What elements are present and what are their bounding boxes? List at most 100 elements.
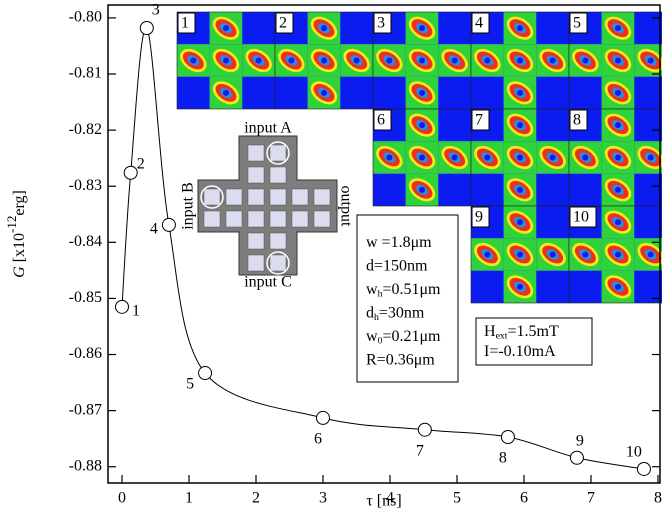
vortex-core — [615, 155, 621, 161]
element-square — [270, 233, 286, 249]
vortex-core — [256, 58, 262, 64]
y-tick-label: -0.83 — [69, 177, 102, 194]
vortex-core — [386, 155, 392, 161]
vortex-core — [419, 187, 425, 193]
data-point — [199, 367, 212, 380]
y-tick-label: -0.85 — [69, 289, 102, 306]
device-label: output — [337, 186, 354, 227]
vortex-core — [419, 58, 425, 64]
vortex-core — [223, 58, 229, 64]
panel-cell — [569, 271, 602, 303]
panel-cell — [569, 77, 602, 109]
data-point — [124, 166, 137, 179]
point-label: 5 — [186, 376, 194, 393]
vortex-core — [484, 252, 490, 258]
vortex-core — [321, 90, 327, 96]
vortex-core — [517, 155, 523, 161]
point-label: 4 — [150, 221, 158, 238]
panel-cell — [471, 77, 504, 109]
panel-cell — [340, 77, 373, 109]
panel-label: 9 — [475, 209, 483, 226]
chart: 12345678910 input Ainput Binput Coutput … — [0, 0, 662, 512]
vortex-core — [615, 219, 621, 225]
vortex-core — [484, 58, 490, 64]
text-part: =0.51μm — [382, 281, 441, 298]
vortex-core — [517, 58, 523, 64]
y-tick-label: -0.80 — [69, 9, 102, 26]
vortex-core — [582, 252, 588, 258]
vortex-core — [582, 58, 588, 64]
x-tick-label: 1 — [185, 490, 193, 507]
rich-text: I=-0.10mA — [484, 343, 556, 360]
panel-cell — [438, 174, 471, 206]
rich-text: Hext​=1.5mT — [484, 323, 559, 342]
panel-label: 5 — [573, 15, 581, 32]
vortex-core — [288, 58, 294, 64]
point-label: 6 — [314, 431, 322, 448]
y-tick-label: -0.84 — [69, 233, 102, 250]
vortex-core — [354, 58, 360, 64]
text-part: =1.5mT — [507, 323, 558, 340]
vortex-core — [550, 252, 556, 258]
element-square — [314, 189, 330, 205]
data-point — [570, 451, 583, 464]
text-part: G — [11, 266, 28, 278]
device-label: input A — [244, 120, 292, 137]
vortex-core — [615, 187, 621, 193]
data-point — [116, 300, 129, 313]
panel-cell — [177, 77, 210, 109]
y-tick-label: -0.87 — [69, 401, 102, 418]
panel-label: 7 — [475, 112, 483, 129]
vortex-core — [517, 252, 523, 258]
point-label: 10 — [626, 444, 642, 461]
panel-label: 8 — [573, 112, 581, 129]
panel-cell — [569, 174, 602, 206]
vortex-core — [223, 25, 229, 31]
panel-label: 6 — [377, 112, 385, 129]
element-square — [270, 189, 286, 205]
x-tick-label: 8 — [654, 490, 662, 507]
element-square — [314, 211, 330, 227]
vortex-core — [517, 25, 523, 31]
vortex-core — [452, 155, 458, 161]
vortex-core — [582, 155, 588, 161]
data-point — [316, 411, 329, 424]
panel-cell — [471, 174, 504, 206]
element-square — [248, 189, 264, 205]
vortex-core — [550, 58, 556, 64]
vortex-core — [321, 25, 327, 31]
panel-label: 1 — [181, 15, 189, 32]
panel-cell — [242, 12, 275, 44]
point-label: 1 — [132, 303, 140, 320]
vortex-core — [648, 252, 654, 258]
rich-text: R=0.36μm — [366, 351, 435, 368]
text-part: I=-0.10mA — [484, 343, 556, 360]
data-point — [637, 462, 650, 475]
x-tick-label: 2 — [252, 490, 260, 507]
text-part: w =1.8μm — [366, 234, 432, 251]
vortex-core — [615, 122, 621, 128]
panel-cell — [373, 174, 406, 206]
element-square — [204, 211, 220, 227]
vortex-core — [615, 252, 621, 258]
x-axis-label: τ [ns] — [366, 493, 401, 510]
text-part: =30nm — [379, 304, 425, 321]
panel-cell — [373, 77, 406, 109]
panel-cell — [438, 77, 471, 109]
text-part: w — [366, 281, 378, 298]
vortex-core — [517, 284, 523, 290]
panel-cell — [634, 12, 662, 44]
panel-cell — [438, 12, 471, 44]
panel-cell — [634, 206, 662, 238]
element-square — [248, 167, 264, 183]
vortex-core — [484, 155, 490, 161]
element-square — [248, 233, 264, 249]
vortex-core — [648, 58, 654, 64]
x-tick-label: 7 — [587, 490, 595, 507]
y-tick-label: -0.82 — [69, 121, 102, 138]
point-label: 7 — [416, 442, 424, 459]
vortex-core — [648, 155, 654, 161]
text-part: H — [484, 323, 496, 340]
panel-cell — [275, 77, 308, 109]
vortex-core — [419, 122, 425, 128]
